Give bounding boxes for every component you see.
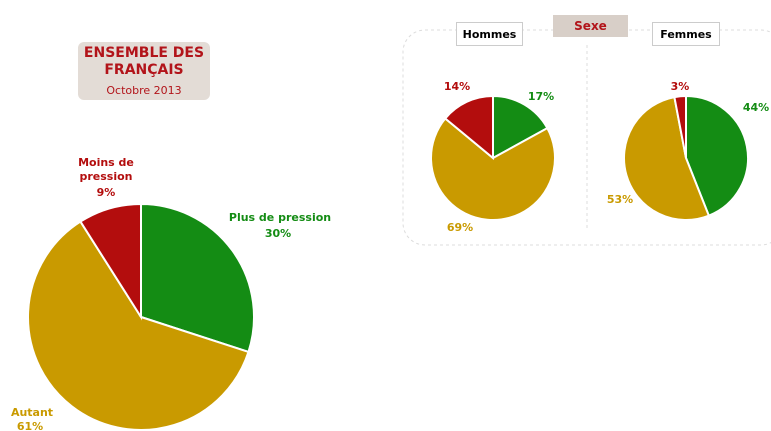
data-label: 61% bbox=[16, 420, 44, 431]
pie-title: Hommes bbox=[456, 22, 523, 46]
data-label: 53% bbox=[606, 193, 634, 206]
data-label: 9% bbox=[96, 186, 116, 199]
category-label: Moins de pression bbox=[78, 156, 134, 183]
pie-slice bbox=[443, 94, 494, 161]
pie-title: Femmes bbox=[652, 22, 720, 46]
pie-slice bbox=[673, 94, 687, 159]
data-label: 44% bbox=[742, 101, 770, 114]
pie-slice bbox=[492, 94, 549, 160]
pie-slice bbox=[27, 220, 250, 431]
chart-subtitle: Octobre 2013 bbox=[106, 84, 182, 97]
pie-slice bbox=[79, 202, 142, 321]
data-label: 14% bbox=[443, 80, 471, 93]
data-label: 69% bbox=[446, 221, 474, 234]
pie-slice bbox=[140, 202, 255, 354]
data-label: 30% bbox=[264, 227, 292, 240]
pie-slice bbox=[685, 94, 749, 217]
pie-slice bbox=[623, 95, 711, 221]
data-label: 3% bbox=[670, 80, 690, 93]
pie-slice bbox=[430, 117, 556, 221]
category-label: Plus de pression bbox=[228, 211, 332, 224]
category-label: Autant bbox=[10, 406, 54, 419]
chart-title: ENSEMBLE DES FRANÇAIS bbox=[83, 45, 205, 78]
title-box bbox=[78, 42, 210, 100]
group-title: Sexe bbox=[553, 15, 628, 37]
data-label: 17% bbox=[527, 90, 555, 103]
